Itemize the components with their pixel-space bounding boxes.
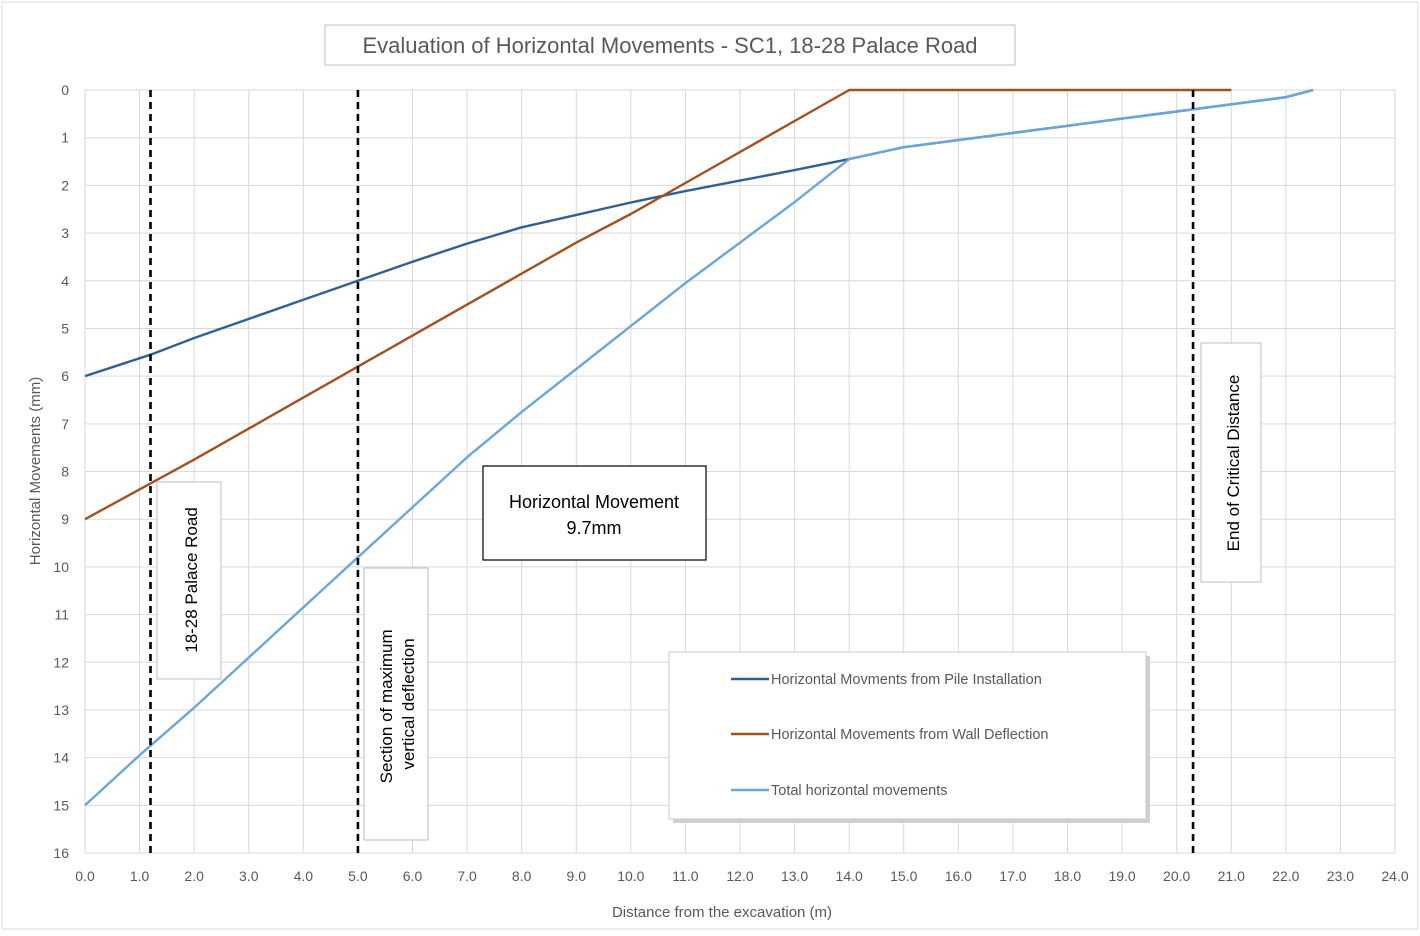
y-tick-label: 4 [61,273,69,289]
x-tick-label: 17.0 [999,868,1026,884]
y-tick-label: 6 [61,368,69,384]
annotation-line-2: 9.7mm [566,518,621,538]
x-tick-label: 20.0 [1163,868,1190,884]
x-tick-label: 23.0 [1327,868,1354,884]
x-tick-label: 21.0 [1218,868,1245,884]
x-tick-label: 7.0 [457,868,477,884]
x-tick-label: 8.0 [512,868,532,884]
annotation-box [482,465,707,561]
y-tick-label: 7 [61,416,69,432]
x-axis-title: Distance from the excavation (m) [612,904,832,921]
x-tick-label: 0.0 [75,868,95,884]
y-tick-label: 9 [61,511,69,527]
y-tick-label: 5 [61,320,69,336]
y-tick-label: 11 [54,607,69,623]
x-tick-label: 22.0 [1272,868,1299,884]
x-tick-label: 24.0 [1381,868,1408,884]
y-tick-label: 13 [53,702,69,718]
x-tick-label: 5.0 [348,868,368,884]
y-tick-label: 2 [61,177,69,193]
max-deflection-label: Section of maximum vertical deflection [377,625,418,784]
y-tick-label: 16 [53,845,69,861]
max-deflection-label-box [363,567,429,841]
legend-label-2: Horizontal Movements from Wall Deflectio… [771,727,1048,743]
x-tick-label: 11.0 [672,868,698,884]
x-tick-label: 2.0 [184,868,204,884]
x-tick-label: 15.0 [890,868,917,884]
x-tick-label: 4.0 [294,868,314,884]
x-tick-label: 16.0 [945,868,972,884]
palace-road-label: 18-28 Palace Road [182,507,201,653]
y-tick-label: 0 [61,82,69,98]
x-tick-label: 12.0 [726,868,753,884]
x-tick-label: 14.0 [836,868,863,884]
x-tick-label: 3.0 [239,868,259,884]
y-tick-label: 8 [61,464,69,480]
x-tick-label: 18.0 [1054,868,1081,884]
y-tick-label: 1 [61,130,69,146]
y-tick-label: 3 [61,225,69,241]
tick-layer: 0.0 1.0 2.0 3.0 4.0 5.0 6.0 7.0 8.0 9.0 10.0 11.0 12… [53,82,1408,884]
x-tick-label: 13.0 [781,868,808,884]
max-deflection-label-line-2: vertical deflection [399,638,418,769]
y-tick-label: 10 [53,559,69,575]
x-tick-label: 6.0 [403,868,423,884]
x-tick-label: 19.0 [1108,868,1135,884]
series-layer [84,88,1314,807]
x-tick-label: 9.0 [567,868,587,884]
series-line-2 [84,88,1232,521]
grid-layer [84,89,1396,854]
series-line-3 [84,88,1314,807]
palace-road-label-box [156,481,222,680]
legend-label-3: Total horizontal movements [771,783,948,799]
x-tick-label: 10.0 [617,868,644,884]
legend: Horizontal Movments from Pile Installati… [731,672,1048,799]
chart-title: Evaluation of Horizontal Movements - SC1… [362,33,977,58]
critical-distance-label-box [1200,342,1262,583]
y-tick-label: 15 [53,797,69,813]
legend-label-1: Horizontal Movments from Pile Installati… [771,672,1042,688]
y-tick-label: 12 [53,654,69,670]
title-box [324,24,1016,66]
max-deflection-label-line-1: Section of maximum [377,629,396,783]
y-tick-label: 14 [53,750,69,766]
y-axis-title: Horizontal Movements (mm) [27,377,44,565]
x-tick-label: 1.0 [130,868,150,884]
annotation-line-1: Horizontal Movement [509,492,679,512]
critical-distance-label: End of Critical Distance [1224,375,1243,552]
